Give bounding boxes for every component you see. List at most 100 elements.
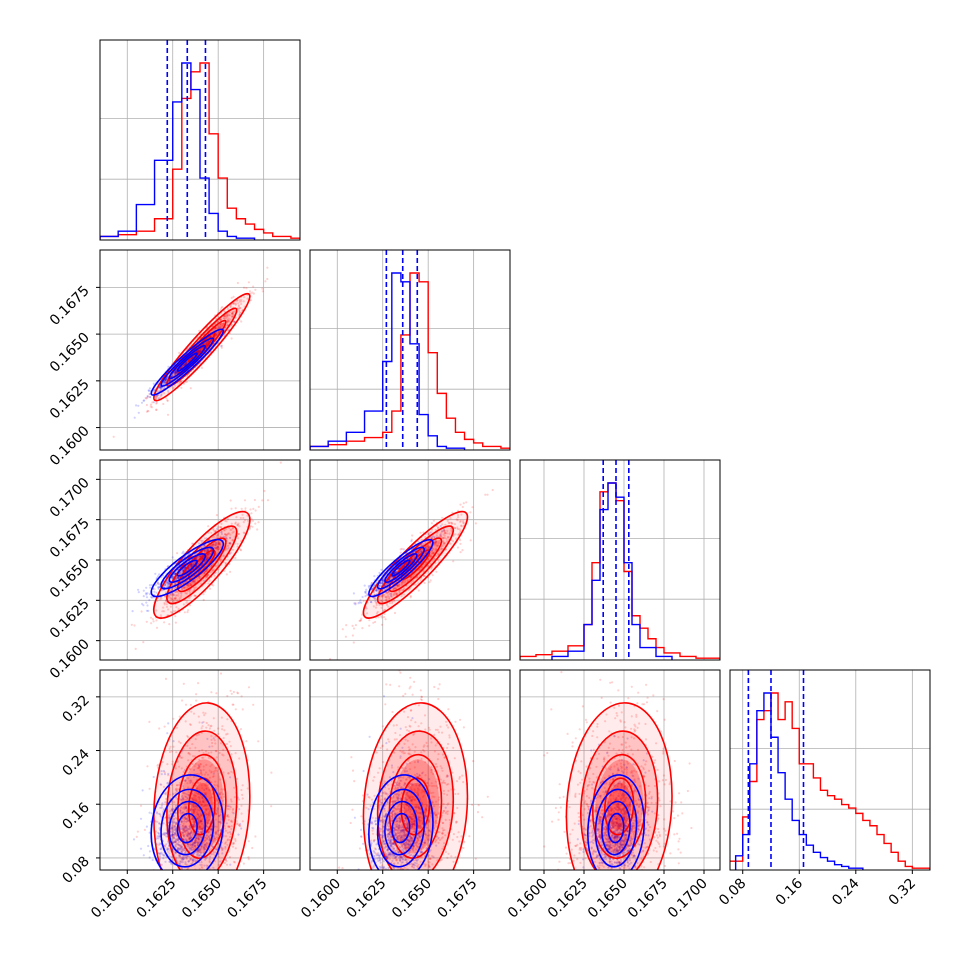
- data-point: [207, 549, 210, 552]
- data-point: [410, 559, 413, 562]
- data-point: [156, 583, 159, 586]
- data-point: [178, 382, 181, 385]
- data-point: [213, 546, 217, 549]
- data-point: [358, 619, 361, 623]
- data-point: [175, 371, 178, 374]
- data-point: [233, 302, 236, 305]
- data-point: [219, 559, 222, 562]
- data-point: [444, 532, 447, 535]
- data-point: [188, 589, 191, 592]
- data-point: [209, 335, 212, 338]
- data-point: [251, 525, 254, 528]
- data-point: [231, 313, 234, 316]
- data-point: [440, 547, 443, 551]
- data-point: [411, 574, 414, 578]
- data-point: [219, 319, 222, 322]
- data-point: [173, 597, 176, 600]
- data-point: [174, 369, 177, 372]
- data-point: [215, 547, 218, 550]
- data-point: [243, 499, 247, 502]
- data-point: [381, 593, 384, 597]
- data-point: [188, 582, 191, 585]
- data-point: [207, 531, 210, 534]
- data-point: [403, 580, 407, 583]
- data-point: [215, 543, 218, 547]
- data-point: [451, 540, 455, 543]
- data-point: [354, 624, 357, 627]
- data-point: [441, 537, 444, 540]
- data-point: [243, 531, 246, 535]
- data-point: [399, 548, 402, 551]
- data-point: [168, 379, 171, 382]
- data-point: [192, 355, 195, 358]
- data-point: [215, 545, 218, 549]
- data-point: [437, 544, 440, 547]
- data-point: [182, 364, 186, 367]
- data-point: [242, 531, 245, 534]
- data-point: [229, 542, 232, 545]
- data-point: [150, 406, 154, 409]
- data-point: [202, 598, 205, 602]
- data-point: [156, 581, 160, 584]
- data-point: [163, 392, 166, 395]
- data-point: [380, 590, 383, 593]
- data-point: [435, 539, 439, 542]
- data-point: [223, 315, 226, 318]
- data-point: [393, 588, 396, 591]
- data-point: [224, 315, 227, 318]
- data-point: [175, 371, 178, 374]
- data-point: [163, 381, 166, 384]
- data-point: [380, 614, 383, 617]
- histogram-panel-1: [309, 249, 511, 451]
- data-point: [161, 387, 164, 390]
- data-point: [215, 547, 218, 550]
- data-point: [231, 539, 234, 542]
- data-point: [228, 542, 232, 545]
- data-point: [412, 556, 415, 560]
- data-point: [229, 305, 232, 308]
- data-point: [163, 621, 166, 624]
- data-point: [429, 579, 432, 582]
- data-point: [329, 657, 332, 660]
- data-point: [140, 401, 144, 404]
- data-point: [385, 596, 388, 600]
- data-point: [441, 530, 444, 533]
- data-point: [449, 542, 452, 545]
- data-point: [253, 498, 256, 502]
- data-point: [158, 585, 161, 589]
- data-point: [381, 595, 384, 598]
- data-point: [433, 541, 437, 545]
- data-point: [386, 604, 389, 607]
- data-point: [214, 327, 217, 330]
- data-point: [341, 628, 344, 631]
- data-point: [353, 602, 356, 605]
- data-point: [197, 350, 200, 353]
- data-point: [180, 365, 183, 368]
- data-point: [217, 541, 221, 545]
- data-point: [398, 590, 401, 593]
- data-point: [368, 624, 371, 627]
- data-point: [173, 582, 176, 585]
- data-point: [450, 521, 453, 524]
- data-point: [214, 544, 217, 547]
- data-point: [182, 603, 185, 606]
- data-point: [373, 575, 376, 578]
- data-point: [155, 394, 158, 397]
- data-point: [184, 362, 188, 365]
- data-point: [203, 550, 207, 553]
- data-point: [380, 599, 383, 602]
- data-point: [471, 506, 474, 509]
- data-point: [155, 591, 158, 594]
- data-point: [148, 593, 152, 596]
- data-point: [387, 593, 390, 596]
- data-point: [220, 344, 224, 347]
- data-point: [197, 351, 200, 354]
- data-point: [181, 365, 184, 368]
- data-point: [164, 382, 167, 385]
- data-point: [261, 290, 264, 293]
- data-point: [191, 581, 194, 584]
- data-point: [155, 402, 158, 405]
- data-point: [385, 599, 389, 602]
- data-point: [203, 570, 207, 573]
